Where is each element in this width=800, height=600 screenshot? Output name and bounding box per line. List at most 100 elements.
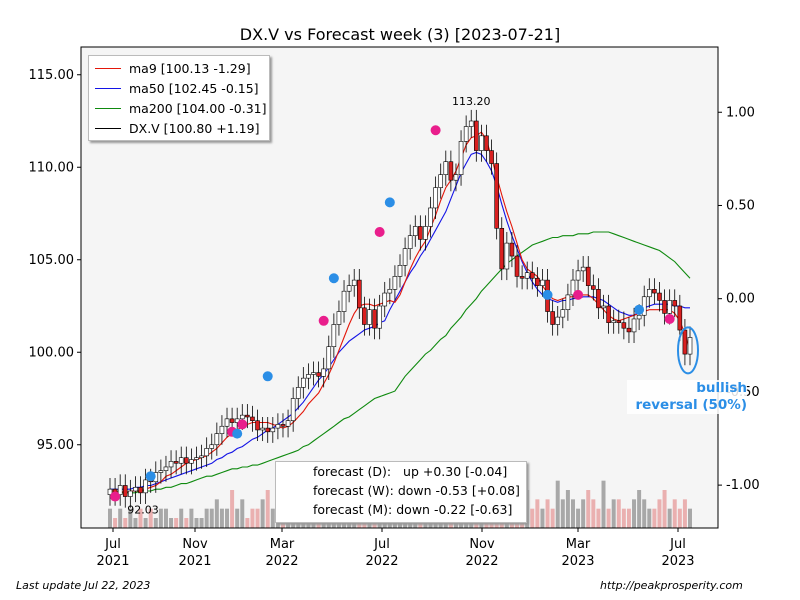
candle-up — [204, 448, 209, 457]
candle-up — [290, 398, 296, 422]
volume-bar — [616, 499, 621, 528]
volume-bar — [143, 518, 148, 528]
candle-up — [397, 264, 403, 277]
candle-down — [265, 427, 271, 433]
x-tick-year: 2023 — [561, 554, 594, 569]
legend-label: DX.V [100.80 +1.19] — [129, 120, 260, 136]
y2-tick-label: -1.00 — [726, 478, 760, 493]
candle-up — [560, 309, 566, 318]
volume-bar — [545, 499, 550, 528]
candle-up — [458, 141, 464, 175]
signal-marker — [237, 419, 248, 430]
low-annotation: 92.03 — [127, 504, 158, 517]
volume-bar — [550, 508, 555, 528]
candle-down — [362, 307, 367, 325]
volume-bar — [108, 508, 112, 528]
volume-bar — [591, 499, 596, 528]
candle-down — [677, 305, 683, 331]
signal-marker — [542, 289, 553, 300]
volume-bar — [581, 499, 586, 528]
forecast-weekly: forecast (W): down -0.53 [+0.08] — [313, 483, 520, 498]
candle-up — [438, 174, 444, 188]
candle-up — [189, 459, 194, 464]
y-tick-label: 95.00 — [37, 438, 74, 453]
candle-down — [514, 255, 520, 277]
volume-bar — [240, 499, 245, 528]
legend-entry-ma9: ma9 [100.13 -1.29] — [89, 58, 269, 78]
volume-bar — [672, 499, 677, 528]
volume-bar — [682, 499, 687, 528]
volume-bar — [632, 499, 637, 528]
y-tick-label: 115.00 — [29, 68, 75, 83]
legend-label: ma9 [100.13 -1.29] — [129, 60, 251, 76]
volume-bar — [235, 508, 240, 528]
volume-bar — [576, 508, 581, 528]
volume-bar — [657, 499, 662, 528]
candle-down — [184, 457, 189, 464]
volume-bar — [596, 508, 601, 528]
candle-down — [122, 485, 128, 497]
candle-up — [178, 457, 184, 464]
candle-up — [479, 135, 484, 151]
candle-up — [133, 486, 138, 492]
volume-bar — [184, 518, 189, 528]
volume-bar — [133, 518, 138, 528]
volume-bar — [560, 499, 565, 528]
candle-up — [407, 235, 413, 249]
candle-up — [570, 279, 576, 296]
volume-bar — [677, 508, 682, 528]
ma200-line — [110, 231, 691, 494]
y2-tick-label: 0.00 — [726, 292, 755, 307]
volume-bar — [688, 508, 692, 528]
signal-marker — [328, 273, 339, 284]
source-url-text: http://peakprosperity.com — [600, 579, 743, 592]
candle-up — [306, 374, 311, 379]
forecast-box: forecast (D): up +0.30 [-0.04] forecast … — [275, 461, 527, 523]
y-tick-label: 105.00 — [29, 253, 75, 268]
volume-bar — [260, 499, 265, 528]
volume-bar — [525, 490, 530, 528]
volume-bar — [194, 518, 199, 528]
volume-bar — [535, 499, 540, 528]
volume-bar — [179, 508, 184, 528]
candle-down — [657, 292, 662, 301]
candle-up — [443, 161, 449, 175]
volume-bar — [245, 518, 250, 528]
volume-bar — [219, 508, 224, 528]
volume-bar — [601, 480, 606, 528]
candle-up — [239, 414, 245, 420]
volume-bar — [225, 508, 230, 528]
legend-label: ma200 [104.00 -0.31] — [129, 100, 267, 116]
candle-down — [596, 289, 601, 309]
candle-down — [662, 300, 667, 314]
signal-marker — [664, 313, 675, 324]
candle-up — [601, 305, 606, 309]
signal-marker — [318, 315, 329, 326]
x-tick-year: 2022 — [365, 554, 398, 569]
volume-bar — [148, 508, 153, 528]
candle-up — [524, 272, 530, 279]
volume-bar — [611, 499, 616, 528]
volume-bar — [255, 508, 260, 528]
candle-up — [107, 488, 113, 495]
candle-down — [356, 279, 362, 309]
candle-down — [474, 120, 479, 151]
candle-down — [372, 309, 377, 329]
candle-down — [448, 161, 454, 181]
volume-bar — [652, 508, 657, 528]
candle-up — [367, 309, 372, 325]
x-tick-year: 2021 — [178, 554, 211, 569]
legend-label: ma50 [102.45 -0.15] — [129, 80, 259, 96]
signal-marker — [110, 491, 121, 502]
candle-up — [209, 444, 215, 449]
volume-bar — [199, 518, 204, 528]
x-tick-month: Jul — [373, 537, 390, 552]
candle-up — [158, 470, 164, 473]
volume-bar — [586, 490, 591, 528]
candle-up — [270, 427, 276, 433]
candle-down — [229, 418, 235, 423]
candle-up — [580, 266, 586, 272]
candle-down — [519, 276, 525, 279]
candle-up — [463, 126, 469, 142]
